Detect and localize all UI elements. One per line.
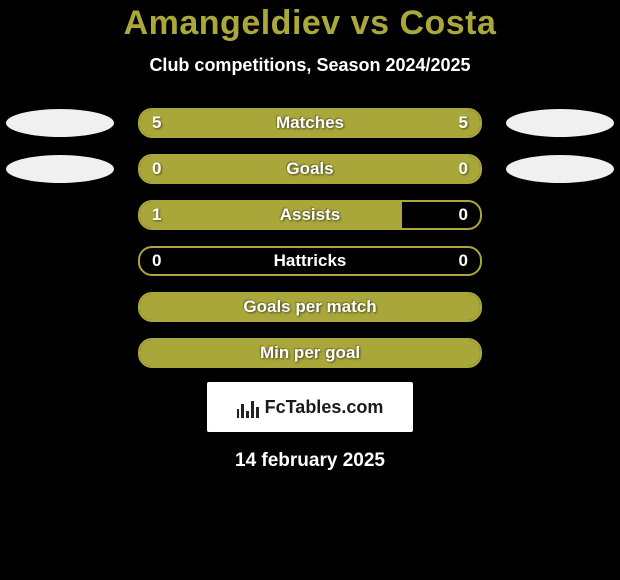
page-date: 14 february 2025 <box>0 450 620 472</box>
fctables-badge[interactable]: FcTables.com <box>207 382 413 432</box>
stat-track: Goals per match <box>138 292 482 322</box>
stat-track: 10Assists <box>138 200 482 230</box>
stat-rows: 55Matches 00Goals 10Assists 00Hattricks Goal… <box>0 108 620 368</box>
stat-label: Goals per match <box>140 294 480 320</box>
player-right-ellipse <box>506 109 614 137</box>
stat-label: Assists <box>140 202 480 228</box>
stat-label: Matches <box>140 110 480 136</box>
stat-track: 00Goals <box>138 154 482 184</box>
stat-track: Min per goal <box>138 338 482 368</box>
stat-track: 55Matches <box>138 108 482 138</box>
player-right-ellipse <box>506 155 614 183</box>
stat-label: Goals <box>140 156 480 182</box>
stat-row: 00Hattricks <box>0 246 620 276</box>
stat-row: 00Goals <box>0 154 620 184</box>
stat-label: Min per goal <box>140 340 480 366</box>
stat-row: Goals per match <box>0 292 620 322</box>
title-player-right: Costa <box>399 4 496 42</box>
page-title: Amangeldiev vs Costa <box>0 4 620 43</box>
stat-row: 10Assists <box>0 200 620 230</box>
stat-label: Hattricks <box>140 248 480 274</box>
title-vs: vs <box>341 4 400 42</box>
stat-track: 00Hattricks <box>138 246 482 276</box>
subtitle: Club competitions, Season 2024/2025 <box>0 55 620 76</box>
comparison-card: Amangeldiev vs Costa Club competitions, … <box>0 0 620 580</box>
stat-row: Min per goal <box>0 338 620 368</box>
title-player-left: Amangeldiev <box>124 4 341 42</box>
fctables-badge-text: FcTables.com <box>265 397 384 418</box>
stat-row: 55Matches <box>0 108 620 138</box>
player-left-ellipse <box>6 155 114 183</box>
bar-chart-icon <box>237 396 259 418</box>
player-left-ellipse <box>6 109 114 137</box>
